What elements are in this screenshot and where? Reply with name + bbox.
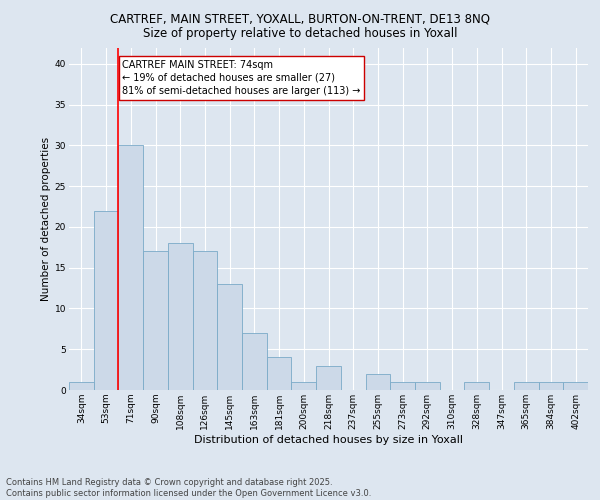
Bar (168, 243, 193, 390)
Bar (390, 382, 415, 390)
Bar (415, 382, 440, 390)
Bar (316, 366, 341, 390)
Bar (118, 146, 143, 390)
Bar (365, 374, 390, 390)
Bar (514, 382, 539, 390)
Bar (94, 210, 118, 390)
Text: Contains HM Land Registry data © Crown copyright and database right 2025.
Contai: Contains HM Land Registry data © Crown c… (6, 478, 371, 498)
Bar (267, 358, 292, 390)
Text: CARTREF MAIN STREET: 74sqm
← 19% of detached houses are smaller (27)
81% of semi: CARTREF MAIN STREET: 74sqm ← 19% of deta… (122, 60, 361, 96)
Bar (539, 382, 563, 390)
X-axis label: Distribution of detached houses by size in Yoxall: Distribution of detached houses by size … (194, 434, 463, 444)
Bar (292, 382, 316, 390)
Bar (563, 382, 588, 390)
Bar (464, 382, 489, 390)
Y-axis label: Number of detached properties: Number of detached properties (41, 136, 50, 301)
Bar (193, 252, 217, 390)
Text: Size of property relative to detached houses in Yoxall: Size of property relative to detached ho… (143, 28, 457, 40)
Bar (217, 284, 242, 390)
Bar (242, 333, 267, 390)
Text: CARTREF, MAIN STREET, YOXALL, BURTON-ON-TRENT, DE13 8NQ: CARTREF, MAIN STREET, YOXALL, BURTON-ON-… (110, 12, 490, 26)
Bar (69, 382, 94, 390)
Bar (143, 252, 168, 390)
